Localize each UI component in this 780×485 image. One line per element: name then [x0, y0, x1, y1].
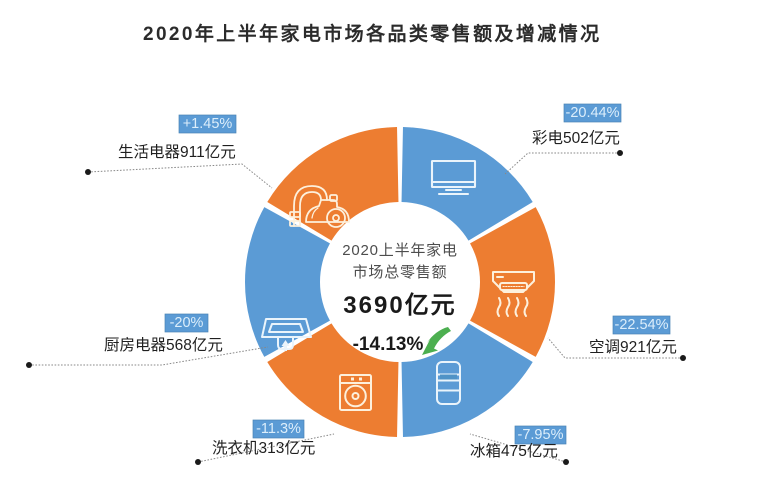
svg-text:洗衣机313亿元: 洗衣机313亿元	[212, 439, 315, 457]
svg-text:-14.13%: -14.13%	[353, 334, 424, 355]
svg-text:彩电502亿元: 彩电502亿元	[532, 129, 620, 147]
svg-text:3690亿元: 3690亿元	[343, 292, 456, 319]
svg-text:市场总零售额: 市场总零售额	[353, 264, 448, 281]
svg-text:-20.44%: -20.44%	[565, 105, 619, 121]
svg-text:2020上半年家电: 2020上半年家电	[342, 242, 458, 259]
svg-text:冰箱475亿元: 冰箱475亿元	[470, 442, 558, 460]
svg-text:生活电器911亿元: 生活电器911亿元	[118, 143, 236, 161]
svg-text:+1.45%: +1.45%	[183, 116, 233, 132]
svg-text:-7.95%: -7.95%	[518, 427, 564, 443]
svg-text:厨房电器568亿元: 厨房电器568亿元	[104, 336, 223, 354]
svg-text:空调921亿元: 空调921亿元	[589, 338, 677, 356]
svg-text:-22.54%: -22.54%	[614, 317, 668, 333]
svg-text:-20%: -20%	[170, 315, 204, 331]
svg-text:-11.3%: -11.3%	[256, 421, 301, 437]
